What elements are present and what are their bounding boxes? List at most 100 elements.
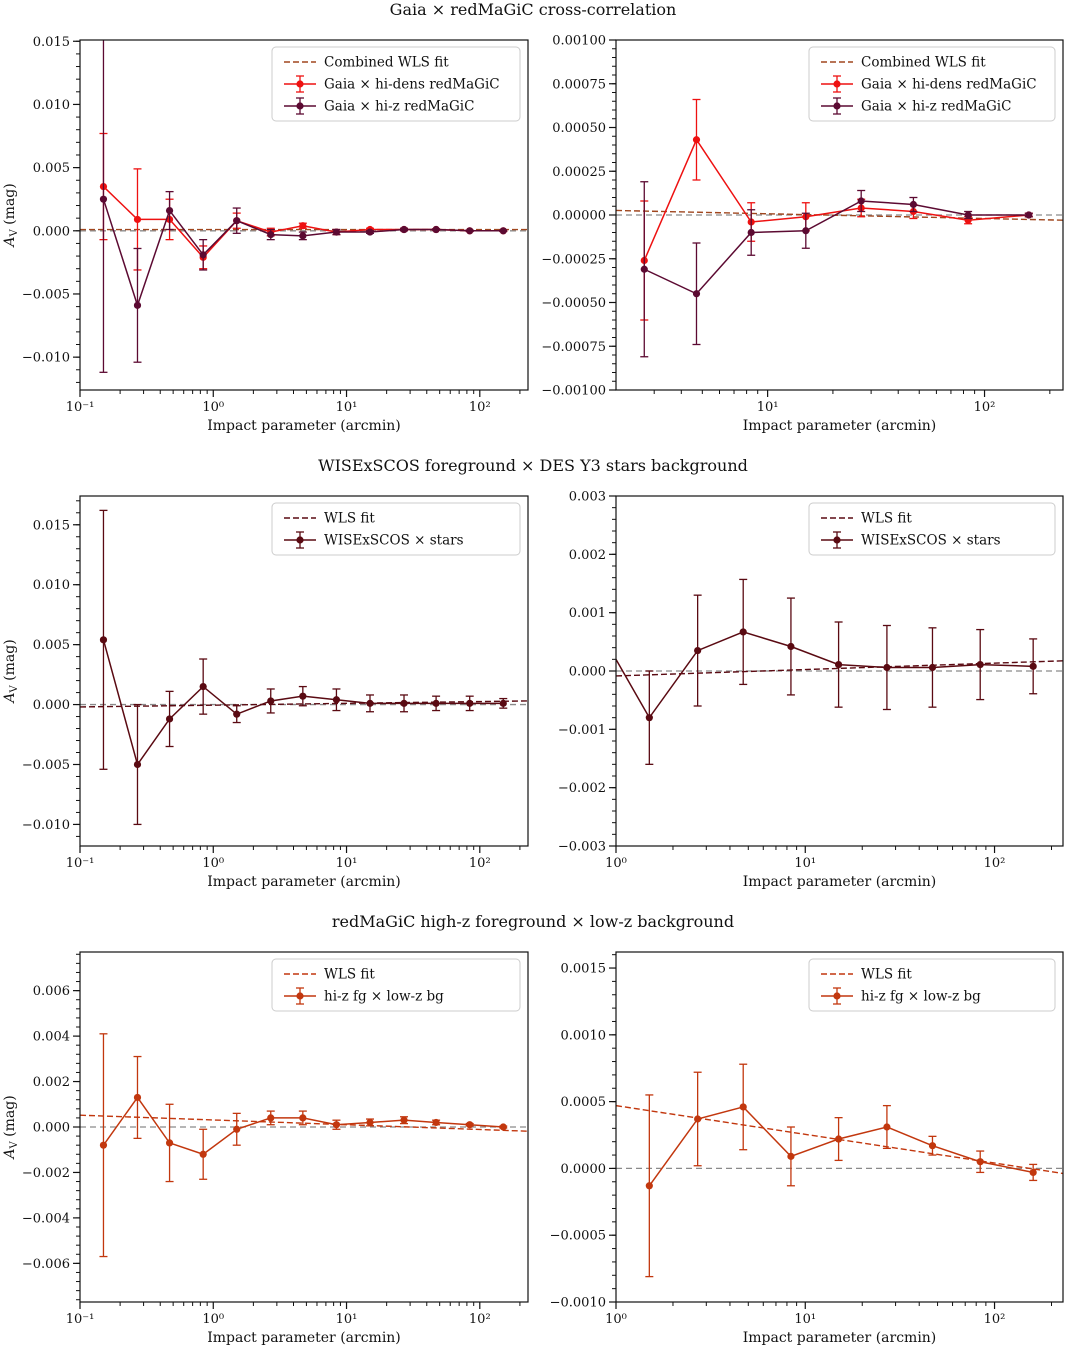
chart-p5-series0-point [499,1123,507,1131]
chart-p1-y-tick-label: −0.005 [22,287,70,302]
chart-p2-y-tick-label: −0.00025 [541,252,606,267]
chart-p5-series0-point [299,1114,307,1122]
chart-p5-series0-point [267,1114,275,1122]
chart-p6-frame [615,951,1064,1303]
chart-p2-legend-marker [833,102,841,110]
row-title-wise: WISExSCOS foreground × DES Y3 stars back… [318,456,748,475]
chart-p1-series0-point [133,215,142,224]
chart-p3-series0-point [133,760,142,769]
chart-p3-series0-point [299,692,307,700]
chart-p1-legend-marker [296,102,304,110]
chart-p5-series0-point [165,1139,174,1147]
chart-p4-legend-box [808,502,1056,556]
chart-p5-y-label-unit: (mag) [2,1095,18,1141]
chart-p3-series0-point [199,682,207,691]
panel-gaia-wide: 10⁻¹ 10⁰ 10¹ 10² −0.010 −0.005 0.000 0.005 0.010… [2,35,529,434]
chart-p3-y-tick-label: −0.010 [22,818,70,833]
chart-p5-series0-point [332,1121,341,1129]
chart-p1-x-tick-label: 10² [469,400,491,415]
chart-p5-fit-line [80,1114,528,1132]
chart-p2-series0-line [643,138,1029,261]
chart-p1-series1-point [267,230,275,239]
chart-p6-y-tick-label: −0.0005 [550,1229,606,1244]
chart-p2-plot-area [616,98,1063,358]
chart-p3-y-tick-label: −0.005 [22,758,70,773]
chart-p3-series0-point [99,636,108,644]
chart-p2-y-tick-label: 0.00025 [552,165,606,180]
chart-p4-x-label: Impact parameter (arcmin) [743,874,937,890]
chart-p2-y-tick-label: 0.00100 [552,34,606,49]
chart-p4-x-tick-label: 10⁰ [605,856,627,871]
chart-p5-y-label: AV (mag) [2,1095,20,1160]
chart-p1-series1-point [499,227,507,235]
chart-p5-legend-label: hi-z fg × low-z bg [324,989,444,1005]
chart-p3-series0-point [466,699,474,707]
chart-p4-y-tick-label: −0.003 [558,840,606,855]
chart-p2-series1-point [747,228,755,237]
row-title-gaia: Gaia × redMaGiC cross-correlation [390,0,677,19]
chart-p1-y-tick-label: 0.005 [33,161,70,176]
chart-p4-series0-point [976,660,984,669]
chart-p2-series1-point [640,265,648,273]
chart-p5-series0-point [233,1125,241,1133]
chart-p3-y-label: AV (mag) [2,639,20,704]
chart-p6-series0-point [834,1135,843,1143]
chart-p3-y-tick-label: 0.015 [33,518,70,533]
chart-p2-series1-point [692,290,701,298]
chart-p5-legend-marker [296,992,304,1000]
chart-p2-series1-point [802,227,810,235]
chart-p5-x-tick-label: 10⁰ [202,1312,224,1327]
chart-p3-y-tick-label: 0.010 [33,578,70,593]
chart-p1-x-tick-label: 10¹ [336,400,358,415]
chart-p5-y-tick-label: −0.002 [22,1166,70,1181]
chart-p4-series0-point [1029,662,1037,670]
chart-p6-x-label: Impact parameter (arcmin) [743,1330,937,1346]
chart-p2-series1-point [964,211,972,219]
chart-p1-series1-point [432,225,440,234]
chart-p1-x-tick-label: 10⁰ [202,400,224,415]
chart-p1-x-tick-label: 10⁻¹ [66,400,95,415]
chart-p4-y-tick-label: 0.002 [569,548,606,563]
chart-p3-fit-line [80,700,528,708]
chart-p2-y-tick-label: 0.00050 [552,121,606,136]
chart-p3-series0-point [400,699,408,707]
chart-p2-y-tick-label: 0.00075 [552,77,606,92]
chart-p6-legend-box [808,958,1056,1012]
chart-p6-y-tick-label: 0.0010 [561,1028,607,1043]
chart-p2-x-tick-label: 10² [974,400,996,415]
chart-p3-x-tick-label: 10⁻¹ [66,856,95,871]
chart-p1-legend-marker [296,80,304,88]
chart-p3-y-tick-label: 0.005 [33,638,70,653]
chart-p5-series0-point [199,1150,207,1158]
chart-p6-series0-point [976,1158,984,1166]
chart-p4-series0-point [787,642,795,651]
chart-p4-x-tick-label: 10² [984,856,1006,871]
chart-p5-y-tick-label: 0.002 [33,1075,70,1090]
chart-p1-legend-label: Gaia × hi-z redMaGiC [324,99,474,115]
chart-p5-series0-point [400,1116,408,1124]
chart-p6-legend-marker [833,992,841,1000]
chart-p3-x-tick-label: 10¹ [336,856,358,871]
chart-p5-y-tick-label: 0.004 [33,1030,70,1045]
chart-p3-series0-point [499,699,507,707]
chart-p2-legend-marker [833,80,841,88]
chart-p5-x-label: Impact parameter (arcmin) [207,1330,401,1346]
chart-p4-y-tick-label: −0.001 [558,723,606,738]
chart-p2-legend-label: Gaia × hi-z redMaGiC [861,99,1011,115]
chart-p1-series1-point [99,195,108,203]
chart-p4-series0-point [694,646,702,655]
panel-redmagic-wide: 10⁻¹ 10⁰ 10¹ 10² −0.006 −0.004 −0.002 0.000 0.00… [2,951,529,1346]
chart-p1-series1-point [133,301,142,309]
chart-p3-x-tick-label: 10² [469,856,491,871]
chart-p5-x-tick-label: 10² [469,1312,491,1327]
chart-p5-legend-box [271,958,521,1012]
chart-p5-y-label-subscript: V [9,1141,20,1150]
chart-p3-series0-point [366,699,374,707]
chart-p2-y-tick-label: −0.00075 [541,340,606,355]
chart-p4-y-tick-label: −0.002 [558,781,606,796]
chart-p5-y-label-symbol: A [2,1149,18,1161]
chart-p2-legend-box [808,46,1056,122]
chart-p2-y-tick-label: −0.00050 [541,296,606,311]
chart-p2-y-tick-label: 0.00000 [552,209,606,224]
